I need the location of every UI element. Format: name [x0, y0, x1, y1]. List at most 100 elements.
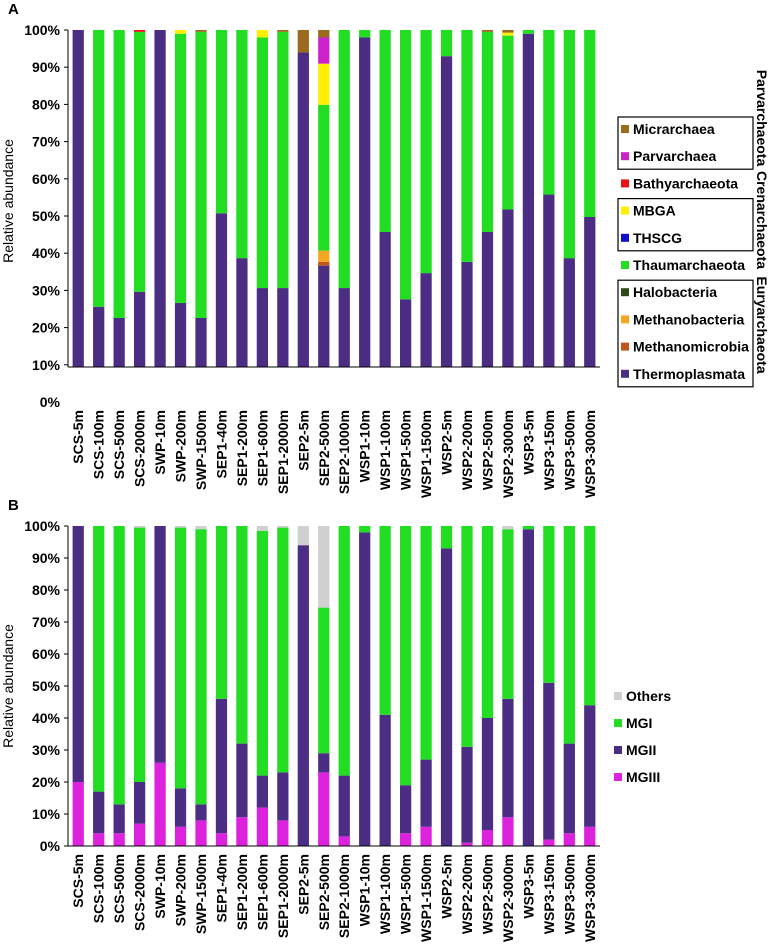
panel-b-bar-sep1-600m-mgii [256, 775, 269, 808]
panel-b-bar-wsp1-1500m-mgi [420, 526, 432, 760]
panel-a-x-tick-sep1-600m: SEP1-600m [254, 410, 270, 486]
panel-a-chart: A Relative abundance 0% 10% 20% 30% 40% 50% 60… [0, 1, 770, 498]
panel-b-bar-sep1-40m-mgiii [215, 833, 228, 846]
panel-b-x-tick-sep2-500m: SEP2-500m [316, 854, 332, 930]
panel-a-y-tick-0: 0% [40, 394, 61, 410]
panel-a-bar-sep1-2000m-micrarchaea [277, 30, 289, 32]
panel-b-bar-scs-2000m-mgii [133, 782, 146, 824]
panel-b-bar-scs-100m-mgi [93, 526, 105, 792]
panel-b-bar-wsp2-5m-mgi [440, 526, 453, 549]
panel-a-bar-wsp2-3000m-thaumarchaeota [502, 35, 514, 210]
panel-a-bar-sep2-1000m-thermoplasmata [338, 288, 350, 367]
legend-a-group-box-1 [617, 198, 754, 252]
panel-b-bar-wsp2-3000m-mgii [502, 698, 514, 818]
panel-b-bar-wsp3-5m-mgi [522, 526, 535, 530]
panel-b-bar-scs-2000m-mgi [133, 527, 146, 782]
panel-b-bar-wsp3-3000m-mgi [584, 526, 596, 706]
panel-b-bar-sep1-2000m-others [277, 526, 289, 528]
panel-a-bar-sep2-1000m-thaumarchaeota [338, 30, 350, 289]
panel-a-bar-sep1-600m-thaumarchaeota [256, 37, 269, 289]
panel-b-x-tick-wsp2-500m: WSP2-500m [479, 854, 495, 934]
panel-b-bar-wsp2-500m-mgii [481, 718, 494, 830]
legend-a-swatch-mbga [621, 206, 629, 215]
group-label-euryarchaeota: Euryarchaeota [754, 276, 770, 373]
panel-b-x-tick-wsp2-3000m: WSP2-3000m [500, 854, 516, 942]
legend-b-label-mgiii: MGIII [626, 769, 660, 785]
panel-a-x-tick-sep2-1000m: SEP2-1000m [336, 410, 352, 494]
panel-b-bar-swp-200m-mgi [174, 527, 187, 789]
panel-b-bar-sep1-200m-mgi [236, 526, 248, 744]
panel-a-y-tick-10: 100% [24, 22, 60, 38]
legend-b-swatch-mgi [614, 719, 622, 727]
panel-a-bar-sep2-500m-methanobacteria [318, 250, 330, 262]
panel-b-bar-wsp2-500m-mgi [481, 526, 494, 718]
panel-a-x-tick-wsp1-500m: WSP1-500m [398, 410, 414, 490]
panel-b-bar-scs-100m-mgiii [93, 833, 105, 846]
panel-b-bar-sep1-2000m-mgi [277, 527, 289, 773]
panel-a-x-tick-sep1-40m: SEP1-40m [213, 410, 229, 478]
group-label-crenarchaeota: Crenarchaeota [754, 171, 770, 269]
panel-a-x-tick-wsp1-100m: WSP1-100m [377, 410, 393, 490]
panel-a-bar-scs-5m-thermoplasmata [72, 30, 84, 367]
panel-a-bar-sep2-5m-micrarchaea [297, 30, 309, 53]
panel-a-bar-scs-500m-thermoplasmata [113, 317, 125, 367]
panel-b-bar-wsp2-5m-mgii [440, 548, 453, 846]
panel-b-bar-sep2-1000m-mgiii [338, 836, 350, 846]
panel-b-bar-wsp3-150m-mgii [543, 682, 555, 840]
panel-a-bar-wsp3-500m-thaumarchaeota [563, 30, 575, 259]
panel-b-bar-wsp1-500m-mgii [399, 785, 412, 834]
panel-a-x-tick-wsp2-3000m: WSP2-3000m [500, 410, 516, 498]
panel-b-bar-wsp3-150m-mgi [543, 526, 555, 683]
panel-b-bar-sep2-5m-mgii [297, 545, 309, 846]
legend-a-swatch-thscg [621, 233, 629, 242]
panel-a-bar-scs-2000m-thermoplasmata [133, 291, 146, 367]
panel-b-x-tick-sep2-1000m: SEP2-1000m [336, 854, 352, 938]
legend-a-label-micrarchaea: Micrarchaea [633, 121, 715, 137]
panel-b-x-tick-wsp3-3000m: WSP3-3000m [582, 854, 598, 942]
panel-a-bar-wsp2-3000m-mbga [502, 32, 514, 36]
panel-a-y-tick-3: 30% [32, 282, 61, 298]
panel-a-y-axis-label: Relative abundance [0, 139, 16, 263]
legend-b-label-others: Others [626, 688, 671, 704]
panel-b-y-tick-6: 60% [32, 646, 61, 662]
panel-a-x-tick-swp-1500m: SWP-1500m [193, 410, 209, 490]
panel-b-y-tick-3: 30% [32, 742, 61, 758]
panel-b-bar-scs-5m-mgii [72, 526, 84, 782]
panel-b-x-tick-sep1-2000m: SEP1-2000m [275, 854, 291, 938]
panel-b-x-tick-sep1-600m: SEP1-600m [254, 854, 270, 930]
panel-a-x-tick-scs-500m: SCS-500m [111, 410, 127, 479]
panel-b-bar-wsp2-500m-mgiii [481, 830, 494, 846]
panel-a-bar-wsp2-5m-thaumarchaeota [440, 30, 453, 57]
panel-b-x-tick-swp-200m: SWP-200m [173, 854, 189, 926]
panel-b-bar-sep2-500m-mgi [318, 607, 330, 754]
panel-b-chart: B Relative abundance 0% 10% 20% 30% 40% 50% 60… [0, 497, 671, 942]
panel-b-bar-wsp1-1500m-mgii [420, 759, 432, 827]
panel-a-bar-sep1-2000m-thermoplasmata [277, 288, 289, 367]
panel-b-bar-sep1-40m-mgi [215, 526, 228, 699]
panel-a-bar-sep1-200m-thermoplasmata [236, 258, 248, 367]
panel-b-x-tick-swp-10m: SWP-10m [152, 854, 168, 919]
panel-a-bar-wsp3-150m-thaumarchaeota [543, 30, 555, 195]
panel-a-bar-sep1-600m-thermoplasmata [256, 288, 269, 367]
panel-b-bar-scs-500m-mgii [113, 804, 125, 834]
panel-a-x-tick-wsp1-1500m: WSP1-1500m [418, 410, 434, 498]
panel-a-x-tick-wsp3-500m: WSP3-500m [561, 410, 577, 490]
panel-b-x-tick-wsp1-100m: WSP1-100m [377, 854, 393, 934]
panel-b-bar-swp-10m-mgii [154, 526, 166, 763]
panel-b-bar-sep1-600m-mgiii [256, 807, 269, 846]
panel-a-bar-swp-10m-thermoplasmata [154, 30, 166, 367]
panel-a-y-tick-6: 60% [32, 171, 61, 187]
panel-b-bar-swp-200m-mgii [174, 788, 187, 827]
panel-b-x-tick-wsp3-500m: WSP3-500m [561, 854, 577, 934]
panel-b-bar-wsp1-10m-mgi [359, 526, 371, 533]
panel-b-bar-wsp2-200m-mgi [461, 526, 473, 747]
panel-a-bar-wsp1-100m-thermoplasmata [379, 231, 391, 367]
panel-b-bar-swp-1500m-others [195, 526, 207, 530]
panel-b-bar-wsp1-500m-mgi [399, 526, 412, 786]
panel-b-bar-wsp3-5m-mgii [522, 529, 535, 846]
legend-a-swatch-micrarchaea [621, 125, 629, 133]
panel-a-bar-wsp3-150m-thermoplasmata [543, 194, 555, 367]
panel-b-bar-sep2-1000m-mgii [338, 775, 350, 837]
panel-b-y-tick-1: 10% [32, 806, 61, 822]
